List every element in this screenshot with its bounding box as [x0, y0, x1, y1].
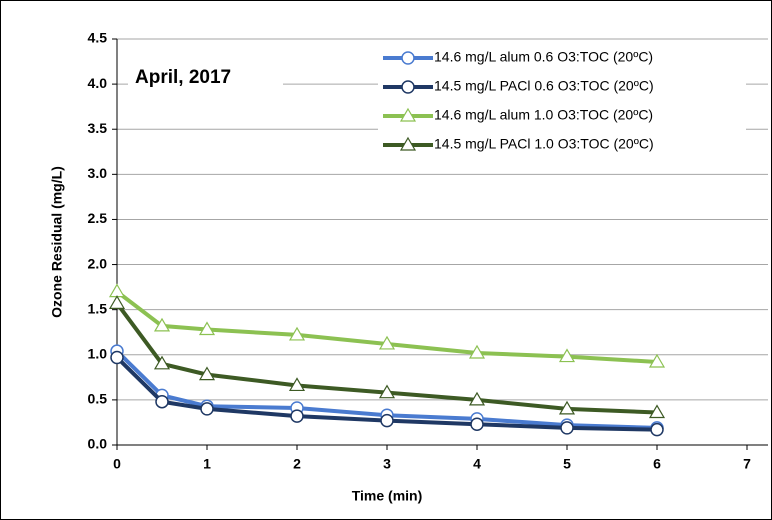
annotation: April, 2017 — [135, 67, 231, 88]
marker — [288, 377, 306, 392]
marker — [648, 353, 666, 368]
marker — [470, 417, 484, 431]
marker — [200, 402, 214, 416]
y-tick-label: 0.5 — [88, 391, 108, 407]
marker — [468, 344, 486, 359]
x-tick-label: 3 — [383, 456, 391, 472]
x-tick-label: 2 — [293, 456, 301, 472]
series-line — [115, 302, 658, 415]
marker — [558, 400, 576, 415]
legend-label: 14.6 mg/L alum 1.0 O3:TOC (20ºC) — [434, 107, 653, 123]
marker — [558, 348, 576, 363]
legend-box — [378, 44, 746, 160]
legend-label: 14.6 mg/L alum 0.6 O3:TOC (20ºC) — [434, 49, 653, 65]
marker — [560, 421, 574, 435]
marker — [110, 350, 124, 365]
marker — [650, 422, 664, 437]
legend-label: 14.5 mg/L PACl 1.0 O3:TOC (20ºC) — [434, 136, 654, 152]
marker — [198, 321, 216, 336]
marker — [155, 394, 169, 409]
legend-marker — [401, 51, 415, 65]
series-line — [115, 349, 658, 430]
marker — [380, 413, 394, 428]
x-tick-label: 0 — [113, 456, 121, 472]
legend-marker — [399, 136, 417, 151]
x-axis-label: Time (min) — [352, 488, 423, 504]
marker — [153, 355, 171, 370]
x-tick-label: 6 — [653, 456, 661, 472]
marker — [288, 326, 306, 341]
y-tick-label: 3.0 — [88, 165, 108, 181]
marker — [153, 317, 171, 332]
x-tick-label: 5 — [563, 456, 571, 472]
y-tick-label: 3.5 — [88, 120, 108, 136]
x-tick-label: 7 — [743, 456, 751, 472]
x-tick-label: 4 — [473, 456, 481, 472]
y-tick-label: 2.0 — [88, 255, 108, 271]
y-tick-label: 4.5 — [88, 30, 108, 46]
marker — [378, 335, 396, 350]
x-tick-label: 1 — [203, 456, 211, 472]
y-tick-label: 0.0 — [88, 436, 108, 452]
annotation-bg — [128, 60, 283, 94]
y-tick-label: 1.0 — [88, 345, 108, 361]
marker — [198, 366, 216, 381]
marker — [108, 295, 126, 309]
y-tick-label: 1.5 — [88, 300, 108, 316]
y-axis-label: Ozone Residual (mg/L) — [49, 166, 65, 318]
legend-label: 14.5 mg/L PACl 0.6 O3:TOC (20ºC) — [434, 78, 654, 94]
y-tick-label: 4.0 — [88, 75, 108, 91]
marker — [468, 391, 486, 406]
marker — [648, 404, 666, 419]
marker — [290, 409, 304, 423]
y-tick-label: 2.5 — [88, 210, 108, 226]
marker — [378, 384, 396, 399]
legend-marker — [399, 107, 417, 122]
legend-marker — [401, 80, 415, 94]
series-line — [115, 290, 658, 364]
series-line — [115, 356, 658, 432]
